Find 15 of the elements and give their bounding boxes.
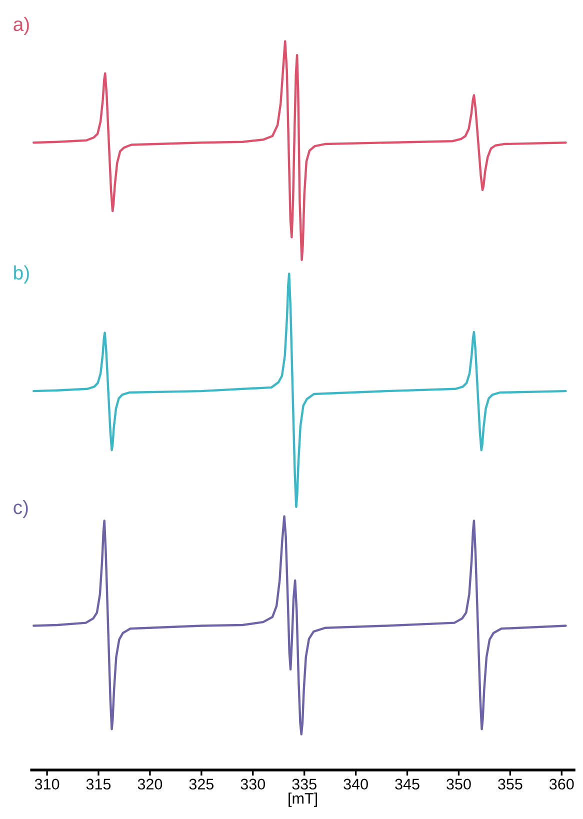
x-tick-label: 315 [86,778,111,790]
x-axis-title: [mT] [288,792,317,807]
text: c) [14,500,28,518]
x-tick-label: 325 [189,778,214,790]
text: a) [14,16,29,35]
x-tick-label: 360 [549,778,574,790]
x-tick-label: 320 [138,778,162,790]
x-tick-label: 330 [240,778,266,790]
x-tick-label: 355 [498,778,522,790]
x-tick-label: 310 [34,778,60,790]
x-tick-label: 340 [344,778,368,790]
x-tick-label: 350 [446,778,471,790]
text: b) [14,265,29,284]
x-tick-label: 335 [292,778,316,790]
x-tick-label: 345 [395,778,420,790]
